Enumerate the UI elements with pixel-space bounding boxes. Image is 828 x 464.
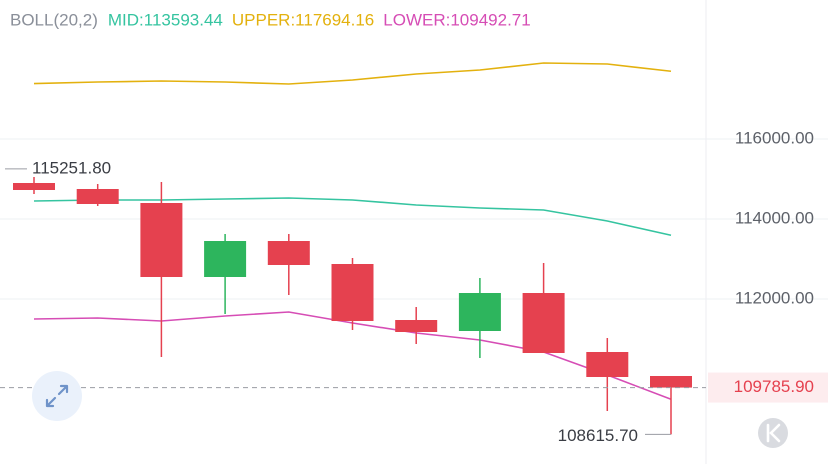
candle-body <box>395 320 438 332</box>
expand-button[interactable] <box>32 371 82 421</box>
last-price-label: 109785.90 <box>734 377 814 396</box>
latest-button-bg[interactable] <box>758 418 788 448</box>
y-tick-label: 116000.00 <box>735 128 814 147</box>
candle-body <box>13 183 55 190</box>
min-label: 108615.70 <box>558 426 638 445</box>
last-price-tag <box>708 372 828 403</box>
candle-body <box>650 376 692 388</box>
y-tick-label: 112000.00 <box>735 288 814 307</box>
legend-entry: UPPER:117694.16 <box>232 10 374 29</box>
candle-body <box>267 241 310 265</box>
indicator-name: BOLL(20,2) <box>10 10 98 29</box>
candle-body <box>76 189 119 204</box>
legend-entry: LOWER:109492.71 <box>383 10 530 29</box>
candle-body <box>204 241 247 277</box>
expand-icon[interactable] <box>45 384 69 408</box>
latest-icon[interactable] <box>766 423 781 443</box>
latest-button[interactable] <box>758 418 788 448</box>
expand-button-bg[interactable] <box>32 371 82 421</box>
candle-body <box>586 352 629 377</box>
boll-line <box>33 62 672 85</box>
candle-body <box>331 264 374 321</box>
boll-line <box>33 197 672 237</box>
legend-entry: MID:113593.44 <box>108 10 223 29</box>
candle-body <box>458 293 501 331</box>
max-label: 115251.80 <box>32 158 111 177</box>
legend: BOLL(20,2) MID:113593.44 UPPER:117694.16 L… <box>10 10 531 29</box>
candle-body <box>140 203 183 277</box>
candle-body <box>522 293 565 353</box>
y-tick-label: 114000.00 <box>735 208 814 227</box>
